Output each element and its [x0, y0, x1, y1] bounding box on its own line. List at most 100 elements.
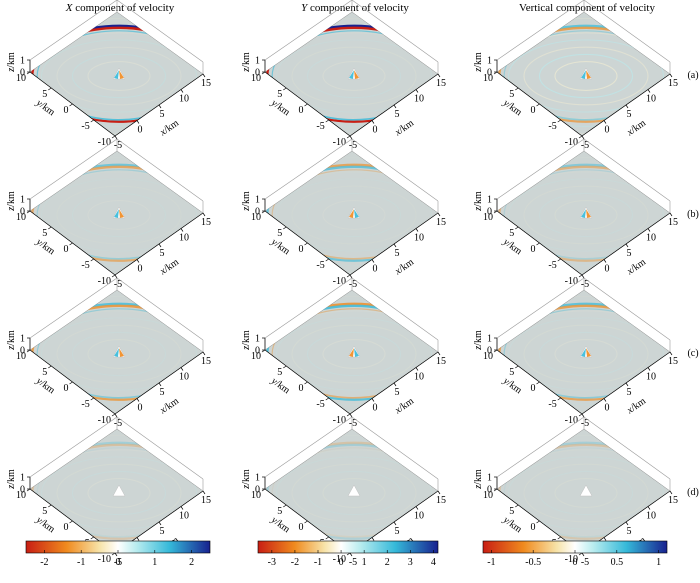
x-tick-label: 10: [179, 94, 189, 105]
colorbar-1: -2 -1 0 1 2: [25, 540, 211, 568]
ripple-ring: [265, 171, 438, 259]
source-cone-shade: [114, 70, 119, 79]
x-tick-mark: [669, 73, 673, 78]
z-axis-unit: /km: [241, 330, 252, 346]
x-tick-mark: [581, 274, 585, 279]
z-axis-label: z/km: [6, 330, 17, 351]
y-tick-mark: [111, 274, 116, 278]
colorbar-tick-label: 1: [362, 557, 367, 568]
column-title-2: Y component of velocity: [301, 2, 409, 14]
z-axis-unit: /km: [6, 330, 17, 346]
y-tick-mark: [261, 349, 266, 353]
ripple-ring: [56, 46, 182, 106]
x-tick-label: 0: [605, 403, 610, 414]
x-tick-label: 15: [201, 495, 211, 506]
x-tick-label: -5: [114, 557, 122, 568]
ripple-ring: [56, 185, 182, 245]
z-axis-variable: z: [241, 68, 252, 73]
x-tick-mark: [393, 521, 397, 526]
y-tick-mark: [111, 413, 116, 417]
y-tick-mark: [325, 258, 329, 262]
y-tick-label: -5: [316, 399, 324, 410]
x-tick-label: -5: [581, 279, 589, 290]
x-tick-label: 15: [436, 356, 446, 367]
ripple-ring: [291, 185, 417, 245]
source-cone: [579, 484, 593, 497]
z-tick-label: 1: [255, 473, 260, 484]
ripple-ring: [538, 192, 634, 238]
colorbar-2: -3 -2 -1 0 1 2 3 4: [257, 540, 439, 568]
z-tick-label: 1: [487, 56, 492, 67]
y-axis-variable: y: [268, 97, 279, 109]
y-axis-label: y/km: [33, 514, 57, 535]
z-axis-variable: z: [241, 207, 252, 212]
y-tick-label: 5: [42, 228, 47, 239]
x-tick-label: 10: [179, 372, 189, 383]
y-tick-mark: [578, 413, 583, 417]
x-axis-label: x/km: [392, 257, 416, 278]
colorbar-tick-label: 2: [385, 557, 390, 568]
source-cone-shade: [119, 70, 124, 79]
x-tick-label: -5: [581, 418, 589, 429]
y-tick-label: 0: [64, 383, 69, 394]
x-tick-mark: [158, 104, 162, 109]
ripple-ring: [554, 339, 618, 369]
x-tick-label: 15: [668, 495, 678, 506]
y-tick-label: -5: [316, 260, 324, 271]
z-axis-label: z/km: [241, 469, 252, 490]
ripple-ring: [71, 470, 167, 516]
x-tick-label: 15: [668, 356, 678, 367]
x-axis-label: x/km: [392, 396, 416, 417]
y-axis-variable: y: [268, 236, 279, 248]
y-tick-label: 5: [277, 89, 282, 100]
x-tick-label: -5: [114, 418, 122, 429]
ripple-ring: [87, 200, 151, 230]
colorbar-3: -1 -0.5 0 0.5 1: [482, 540, 668, 568]
colorbar-tick-label: 1: [656, 557, 661, 568]
x-tick-label: -5: [349, 418, 357, 429]
y-axis-label: y/km: [500, 236, 524, 257]
colorbar-tick-label: -1: [487, 557, 495, 568]
x-tick-mark: [114, 552, 118, 557]
row-label: (d): [687, 487, 699, 498]
x-tick-label: 15: [668, 78, 678, 89]
ripple-ring: [291, 46, 417, 106]
y-tick-mark: [48, 504, 52, 508]
y-tick-mark: [557, 258, 561, 262]
y-axis-label: y/km: [33, 236, 57, 257]
ripple-ring: [40, 178, 198, 252]
x-tick-label: -5: [349, 279, 357, 290]
y-tick-label: 0: [531, 522, 536, 533]
ripple-ring: [306, 192, 402, 238]
y-tick-label: 5: [277, 367, 282, 378]
x-tick-label: 0: [373, 264, 378, 275]
axes: [26, 337, 206, 418]
x-axis-variable: x: [392, 265, 403, 277]
z-axis-variable: z: [6, 485, 17, 490]
y-tick-label: -10: [98, 276, 111, 287]
z-axis-unit: /km: [6, 469, 17, 485]
x-tick-mark: [437, 351, 441, 356]
z-tick-label: 0: [255, 346, 260, 357]
source-cone: [112, 484, 126, 497]
x-tick-mark: [202, 351, 206, 356]
x-tick-label: 5: [627, 248, 632, 259]
x-tick-mark: [349, 552, 353, 557]
y-tick-label: 10: [483, 351, 493, 362]
ripple-ring: [291, 324, 417, 384]
y-tick-mark: [346, 274, 351, 278]
colorbar-tick-label: 0: [339, 557, 344, 568]
z-axis-unit: /km: [473, 191, 484, 207]
z-tick-label: 1: [20, 56, 25, 67]
x-tick-label: 10: [414, 372, 424, 383]
z-axis-label: z/km: [241, 330, 252, 351]
x-tick-label: 5: [395, 526, 400, 537]
x-tick-mark: [647, 367, 651, 371]
x-tick-mark: [202, 73, 206, 78]
z-axis-unit: /km: [473, 52, 484, 68]
y-axis-variable: y: [500, 236, 511, 248]
ripple-ring: [40, 456, 198, 530]
x-tick-mark: [647, 506, 651, 510]
